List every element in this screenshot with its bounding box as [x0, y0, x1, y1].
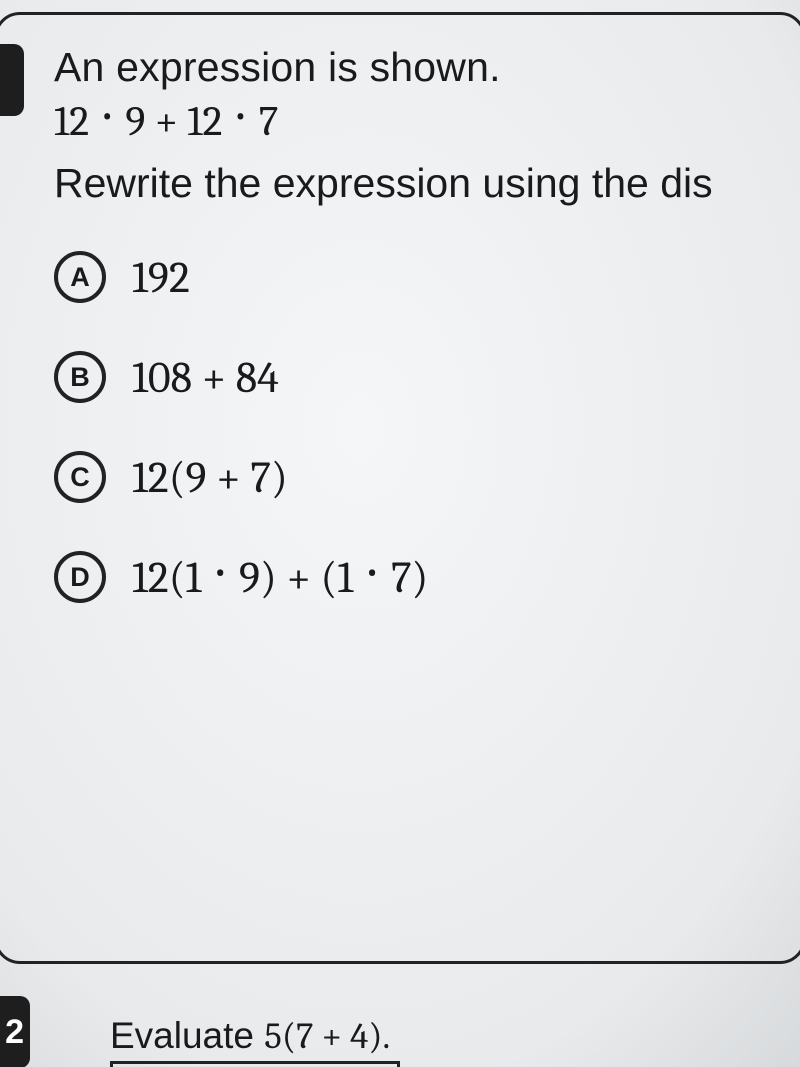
- option-B-text: 108 + 84: [132, 352, 279, 403]
- page: An expression is shown. 12 · 9 + 12 · 7 …: [0, 0, 800, 1067]
- option-B[interactable]: B 108 + 84: [54, 351, 800, 403]
- q1-prompt-line1: An expression is shown.: [54, 44, 800, 91]
- option-C-letter: C: [54, 451, 106, 503]
- option-D[interactable]: D 12(1 · 9) + (1 · 7): [54, 551, 800, 603]
- q2-prompt-prefix: Evaluate: [110, 1015, 264, 1056]
- q1-expression: 12 · 9 + 12 · 7: [54, 97, 800, 146]
- option-B-letter: B: [54, 351, 106, 403]
- option-D-text: 12(1 · 9) + (1 · 7): [132, 552, 428, 603]
- option-A-text: 192: [132, 252, 190, 303]
- q2-expression: 5(7 + 4).: [264, 1016, 390, 1058]
- q1-options: A 192 B 108 + 84 C 12(9 + 7) D 12(1 · 9)…: [54, 251, 800, 603]
- option-A[interactable]: A 192: [54, 251, 800, 303]
- question-2-number: 2: [5, 1013, 24, 1052]
- question-1-number-badge: [0, 44, 24, 116]
- option-C-text: 12(9 + 7): [132, 452, 288, 503]
- question-1-content: An expression is shown. 12 · 9 + 12 · 7 …: [54, 44, 800, 651]
- option-D-letter: D: [54, 551, 106, 603]
- q1-prompt-line2: Rewrite the expression using the dis: [54, 160, 800, 207]
- question-2-prompt: Evaluate 5(7 + 4).: [110, 1015, 390, 1058]
- question-2-answer-box-partial: [110, 1061, 400, 1067]
- option-C[interactable]: C 12(9 + 7): [54, 451, 800, 503]
- question-2-number-badge: 2: [0, 996, 30, 1067]
- option-A-letter: A: [54, 251, 106, 303]
